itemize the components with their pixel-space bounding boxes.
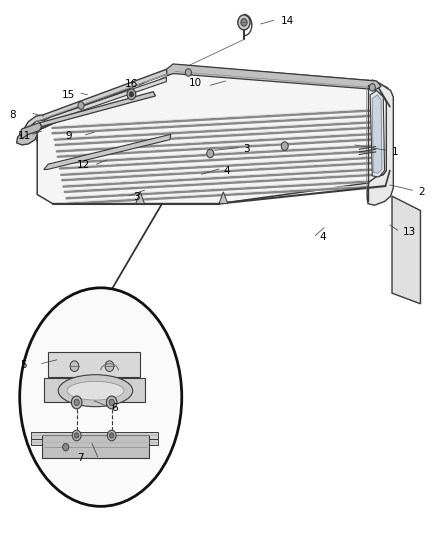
Circle shape <box>129 92 134 97</box>
Polygon shape <box>136 192 145 204</box>
Polygon shape <box>31 439 158 445</box>
Circle shape <box>78 102 84 109</box>
Text: 4: 4 <box>320 232 326 242</box>
Polygon shape <box>166 64 381 90</box>
Polygon shape <box>367 80 393 205</box>
Circle shape <box>127 89 136 100</box>
Circle shape <box>74 433 79 438</box>
Polygon shape <box>22 65 184 139</box>
Polygon shape <box>37 65 390 204</box>
Polygon shape <box>44 378 145 402</box>
Text: 11: 11 <box>18 131 31 141</box>
Circle shape <box>107 430 116 441</box>
Circle shape <box>63 443 69 451</box>
Circle shape <box>74 399 79 406</box>
Text: 9: 9 <box>66 131 72 141</box>
Circle shape <box>106 396 117 409</box>
Text: 3: 3 <box>134 192 140 202</box>
Circle shape <box>72 430 81 441</box>
Polygon shape <box>42 77 166 125</box>
Text: 10: 10 <box>188 78 201 87</box>
Text: 6: 6 <box>112 403 118 413</box>
Text: 3: 3 <box>243 144 250 154</box>
Text: 8: 8 <box>9 110 15 119</box>
Circle shape <box>238 15 250 30</box>
Circle shape <box>207 149 214 158</box>
Text: 16: 16 <box>125 79 138 89</box>
Circle shape <box>109 399 114 406</box>
Text: 14: 14 <box>280 17 293 26</box>
Text: 7: 7 <box>77 454 83 463</box>
Text: 13: 13 <box>403 227 416 237</box>
Circle shape <box>369 84 375 91</box>
Polygon shape <box>219 192 228 204</box>
Circle shape <box>185 69 191 76</box>
Ellipse shape <box>67 382 124 400</box>
Circle shape <box>105 361 114 372</box>
Ellipse shape <box>58 375 133 407</box>
Text: 5: 5 <box>20 360 26 370</box>
Polygon shape <box>20 123 42 139</box>
Circle shape <box>71 396 82 409</box>
Text: 12: 12 <box>77 160 90 170</box>
Circle shape <box>241 19 247 26</box>
Polygon shape <box>392 196 420 304</box>
Polygon shape <box>372 95 382 173</box>
Polygon shape <box>17 127 37 145</box>
Circle shape <box>110 433 114 438</box>
Text: 1: 1 <box>392 147 399 157</box>
Text: 15: 15 <box>61 90 74 100</box>
Polygon shape <box>48 352 140 377</box>
Polygon shape <box>31 432 158 439</box>
Polygon shape <box>37 92 155 133</box>
Circle shape <box>281 142 288 150</box>
Polygon shape <box>42 435 149 458</box>
Ellipse shape <box>20 288 182 506</box>
Text: 2: 2 <box>418 187 425 197</box>
Polygon shape <box>44 134 171 169</box>
Circle shape <box>70 361 79 372</box>
Polygon shape <box>370 91 385 177</box>
Text: 4: 4 <box>223 166 230 175</box>
